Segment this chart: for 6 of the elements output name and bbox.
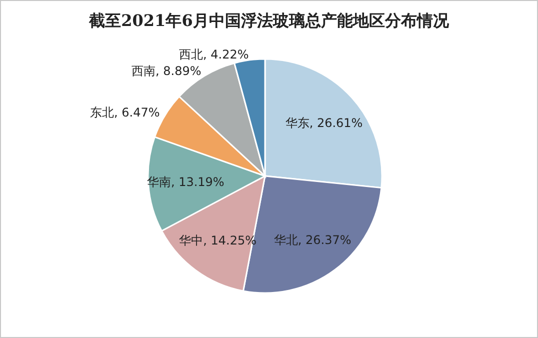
slice-label: 西南, 8.89% [132,64,202,78]
chart-title: 截至2021年6月中国浮法玻璃总产能地区分布情况 [88,11,450,30]
slice-label: 东北, 6.47% [90,106,160,120]
slice-label: 华东, 26.61% [285,116,363,130]
slice-label: 华北, 26.37% [274,232,352,247]
slice-label: 西北, 4.22% [178,47,249,62]
